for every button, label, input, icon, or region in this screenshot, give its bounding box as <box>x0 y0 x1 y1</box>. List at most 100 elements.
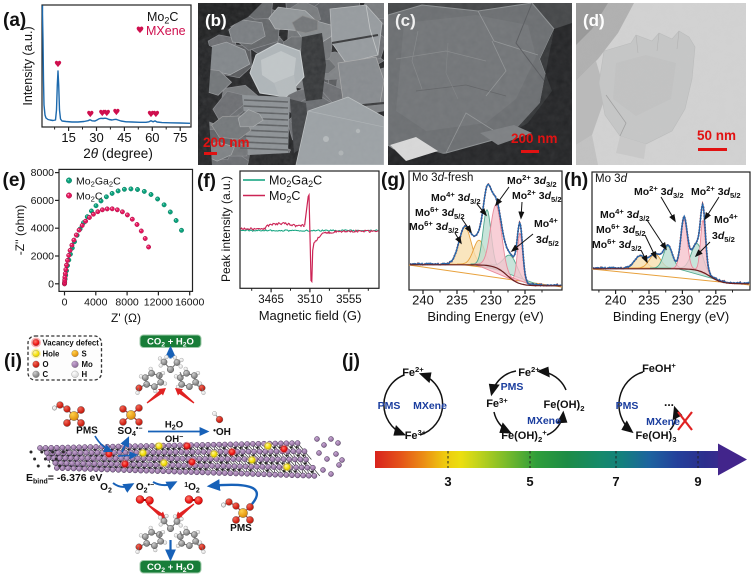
svg-text:Vacancy defect: Vacancy defect <box>43 338 100 347</box>
svg-text:75: 75 <box>173 130 187 145</box>
svg-text:Mo2+ 3d5/2: Mo2+ 3d5/2 <box>691 184 741 200</box>
svg-text:Mo2C: Mo2C <box>147 10 178 26</box>
svg-text:Mo6+ 3d3/2: Mo6+ 3d3/2 <box>409 219 459 235</box>
svg-text:230: 230 <box>480 293 502 308</box>
svg-text:MXene: MXene <box>527 415 561 427</box>
svg-text:Mo2Ga2C: Mo2Ga2C <box>76 176 121 189</box>
svg-text:Intensity (a.u.): Intensity (a.u.) <box>21 26 35 105</box>
svg-text:0: 0 <box>62 297 68 309</box>
svg-text:9: 9 <box>694 474 701 489</box>
svg-text:8000: 8000 <box>115 297 139 309</box>
svg-text:45: 45 <box>117 130 131 145</box>
svg-text:Mo2+ 3d3/2: Mo2+ 3d3/2 <box>507 173 557 189</box>
svg-text:60: 60 <box>145 130 159 145</box>
svg-text:SO4•−: SO4•− <box>118 426 143 439</box>
svg-text:(c): (c) <box>395 11 416 30</box>
svg-text:-Z'' (ohm): -Z'' (ohm) <box>13 205 27 256</box>
svg-text:225: 225 <box>705 293 727 308</box>
svg-text:Fe(OH)3: Fe(OH)3 <box>636 430 677 444</box>
svg-text:1O2: 1O2 <box>184 482 200 495</box>
svg-text:PMS: PMS <box>230 523 252 534</box>
svg-text:50 nm: 50 nm <box>697 128 736 143</box>
svg-text:(d): (d) <box>583 11 605 30</box>
svg-text:Mo2Ga2C: Mo2Ga2C <box>269 174 322 190</box>
svg-text:(e): (e) <box>3 170 26 191</box>
svg-text:3510: 3510 <box>297 294 323 306</box>
svg-text:PMS: PMS <box>378 400 401 412</box>
svg-text:Fe(OH)2: Fe(OH)2 <box>544 399 585 413</box>
svg-text:PMS: PMS <box>501 381 524 393</box>
svg-text:15: 15 <box>61 130 75 145</box>
svg-text:Mo 3d-fresh: Mo 3d-fresh <box>412 172 473 184</box>
svg-text:0: 0 <box>48 278 54 290</box>
svg-text:235: 235 <box>446 293 468 308</box>
svg-text:Fe2+: Fe2+ <box>518 365 540 379</box>
svg-text:Hole: Hole <box>43 349 61 358</box>
svg-text:Fe3+: Fe3+ <box>486 396 508 410</box>
svg-text:(b): (b) <box>205 11 227 30</box>
svg-text:Fe3+: Fe3+ <box>405 428 427 442</box>
svg-text:Mo 3d: Mo 3d <box>595 173 628 185</box>
svg-text:230: 230 <box>672 293 694 308</box>
svg-text:MXene: MXene <box>646 416 680 428</box>
svg-text:MXene: MXene <box>146 24 186 38</box>
svg-text:235: 235 <box>638 293 660 308</box>
svg-text:Mo: Mo <box>82 360 93 369</box>
svg-text:3555: 3555 <box>336 294 362 306</box>
svg-text:MXene: MXene <box>413 400 447 412</box>
svg-text:Binding Energy (eV): Binding Energy (eV) <box>427 309 543 324</box>
svg-text:C: C <box>43 370 49 379</box>
svg-text:30: 30 <box>89 130 103 145</box>
svg-text:6000: 6000 <box>31 195 55 207</box>
svg-text:O2: O2 <box>100 482 112 495</box>
svg-text:200 nm: 200 nm <box>511 131 558 146</box>
svg-text:3465: 3465 <box>258 294 284 306</box>
svg-text:Mo6+ 3d5/2: Mo6+ 3d5/2 <box>415 205 465 221</box>
svg-text:OH−: OH− <box>165 434 183 445</box>
svg-text:8000: 8000 <box>31 167 55 179</box>
svg-text:O2•−: O2•− <box>136 482 154 495</box>
svg-text:240: 240 <box>605 293 627 308</box>
svg-text:200 nm: 200 nm <box>203 135 250 150</box>
svg-text:Binding Energy (eV): Binding Energy (eV) <box>613 309 729 324</box>
svg-text:Mo6+ 3d5/2: Mo6+ 3d5/2 <box>596 222 646 238</box>
svg-text:225: 225 <box>514 293 536 308</box>
svg-text:CO2 + H2O: CO2 + H2O <box>147 562 194 574</box>
svg-text:2000: 2000 <box>31 251 55 263</box>
svg-text:4000: 4000 <box>84 297 108 309</box>
svg-text:PMS: PMS <box>616 400 639 412</box>
svg-text:2θ (degree): 2θ (degree) <box>83 146 153 161</box>
svg-text:Fe(OH)2+: Fe(OH)2+ <box>501 428 547 444</box>
svg-text:7: 7 <box>612 474 619 489</box>
svg-text:Mo6+ 3d3/2: Mo6+ 3d3/2 <box>592 237 642 253</box>
svg-text:PMS: PMS <box>76 426 98 437</box>
svg-text:12000: 12000 <box>144 297 173 309</box>
svg-text:S: S <box>82 349 87 358</box>
svg-text:16000: 16000 <box>175 297 204 309</box>
svg-text:Mo2C: Mo2C <box>76 191 103 204</box>
svg-text:Mo4+ 3d3/2: Mo4+ 3d3/2 <box>431 190 481 206</box>
svg-text:CO2 + H2O: CO2 + H2O <box>147 337 194 349</box>
svg-text:Mo2+ 3d3/2: Mo2+ 3d3/2 <box>634 184 684 200</box>
svg-text:5: 5 <box>526 474 533 489</box>
svg-text:(j): (j) <box>342 351 360 372</box>
svg-text:Peak intensity (a.u.): Peak intensity (a.u.) <box>219 176 233 282</box>
svg-text:•OH: •OH <box>213 426 231 438</box>
svg-text:Ebind= -6.376 eV: Ebind= -6.376 eV <box>26 472 102 486</box>
svg-text:Mo2C: Mo2C <box>269 189 300 205</box>
svg-text:Fe2+: Fe2+ <box>402 365 424 379</box>
svg-text:Magnetic field (G): Magnetic field (G) <box>259 308 362 323</box>
svg-text:240: 240 <box>412 293 434 308</box>
svg-text:H2O: H2O <box>165 420 183 432</box>
svg-text:Mo2+ 3d5/2: Mo2+ 3d5/2 <box>512 188 562 204</box>
svg-text:...: ... <box>664 395 674 409</box>
svg-text:H: H <box>82 370 88 379</box>
svg-text:(i): (i) <box>4 351 22 372</box>
svg-text:4000: 4000 <box>31 223 55 235</box>
svg-text:3: 3 <box>444 474 451 489</box>
svg-text:Z' (Ω): Z' (Ω) <box>111 311 141 325</box>
svg-text:FeOH+: FeOH+ <box>642 361 676 375</box>
svg-text:(a): (a) <box>3 10 26 31</box>
svg-text:O: O <box>43 360 49 369</box>
svg-text:Mo4+ 3d3/2: Mo4+ 3d3/2 <box>600 207 650 223</box>
